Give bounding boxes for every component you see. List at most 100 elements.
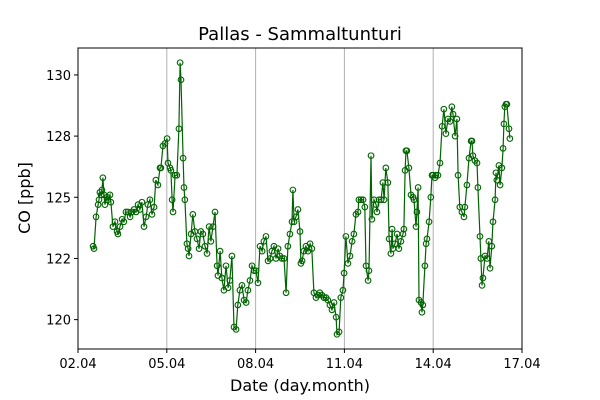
data-point [373, 208, 381, 216]
data-point [412, 223, 420, 230]
data-point [365, 267, 373, 275]
data-point [451, 132, 459, 140]
data-point [308, 245, 316, 253]
data-point [505, 125, 513, 133]
data-point [180, 184, 188, 191]
data-point [468, 137, 476, 145]
data-point [246, 277, 254, 284]
x-axis-ticks: 02.04 05.04 08.04 11.04 14.04 17.04 [59, 349, 541, 372]
data-point [195, 245, 203, 253]
data-point [337, 294, 345, 301]
data-point [485, 237, 493, 245]
data-point [154, 181, 162, 189]
data-point [296, 228, 304, 235]
data-point [330, 299, 338, 306]
data-point [350, 230, 358, 238]
data-point [500, 120, 508, 128]
data-point [201, 242, 209, 250]
data-point [138, 198, 146, 206]
data-point [167, 167, 175, 174]
data-point [478, 282, 486, 289]
data-point [226, 277, 234, 284]
data-point [213, 262, 221, 270]
data-point [423, 235, 431, 243]
data-point [222, 262, 230, 270]
data-point [232, 326, 240, 333]
data-point [209, 223, 217, 230]
data-point [328, 306, 336, 314]
data-point [391, 240, 399, 248]
data-point [335, 328, 343, 336]
data-point [361, 203, 369, 211]
data-point [99, 174, 107, 182]
data-point [179, 154, 187, 162]
data-point [498, 164, 506, 172]
data-point [362, 262, 370, 270]
data-point [379, 179, 387, 186]
data-point [169, 208, 177, 216]
data-point [421, 262, 429, 270]
data-point [94, 201, 102, 208]
x-tick-label: 11.04 [326, 357, 363, 372]
data-point [397, 237, 405, 245]
data-point [442, 130, 450, 138]
data-point [489, 218, 497, 226]
data-point [368, 215, 376, 223]
data-point [476, 233, 484, 240]
data-point [348, 237, 356, 245]
data-point [181, 196, 189, 204]
y-tick-label: 125 [46, 191, 71, 206]
data-point [344, 259, 352, 267]
data-point [461, 203, 469, 211]
data-point [422, 240, 430, 248]
data-point [342, 233, 350, 240]
data-point [354, 208, 362, 216]
data-point [203, 250, 211, 257]
data-point [238, 282, 246, 289]
data-point [120, 218, 128, 226]
data-point [292, 213, 300, 221]
data-point [184, 245, 192, 253]
data-point [405, 164, 413, 172]
chart-title: Pallas - Sammaltunturi [198, 24, 402, 45]
data-point [157, 164, 165, 172]
data-point [242, 299, 250, 306]
data-point [440, 105, 448, 113]
data-point [418, 308, 426, 316]
data-point [278, 255, 286, 262]
data-point [92, 213, 100, 221]
data-point [107, 198, 115, 206]
data-point [372, 201, 380, 208]
y-axis-label: CO [ppb] [15, 162, 34, 234]
data-point [436, 159, 444, 167]
data-point [284, 242, 292, 250]
data-point [289, 186, 297, 194]
data-point [199, 230, 207, 238]
data-point [168, 196, 176, 204]
data-point [395, 245, 403, 253]
data-point [400, 225, 408, 233]
data-point [116, 223, 124, 230]
data-point [453, 115, 461, 123]
data-point [355, 196, 363, 204]
data-point [413, 208, 421, 216]
data-point [146, 196, 154, 204]
data-point [176, 59, 184, 67]
data-point [375, 196, 383, 204]
data-point [377, 196, 385, 204]
data-point [364, 277, 372, 284]
data-point [432, 171, 440, 179]
y-tick-label: 130 [46, 69, 71, 84]
data-point [460, 213, 468, 221]
data-point [499, 144, 507, 152]
data-point [216, 247, 224, 255]
data-point [211, 208, 219, 216]
data-point [419, 301, 427, 309]
data-point [448, 103, 456, 111]
data-point [234, 301, 242, 309]
data-point [97, 191, 105, 199]
x-tick-label: 14.04 [415, 357, 452, 372]
data-point [224, 284, 232, 292]
data-point [488, 242, 496, 250]
